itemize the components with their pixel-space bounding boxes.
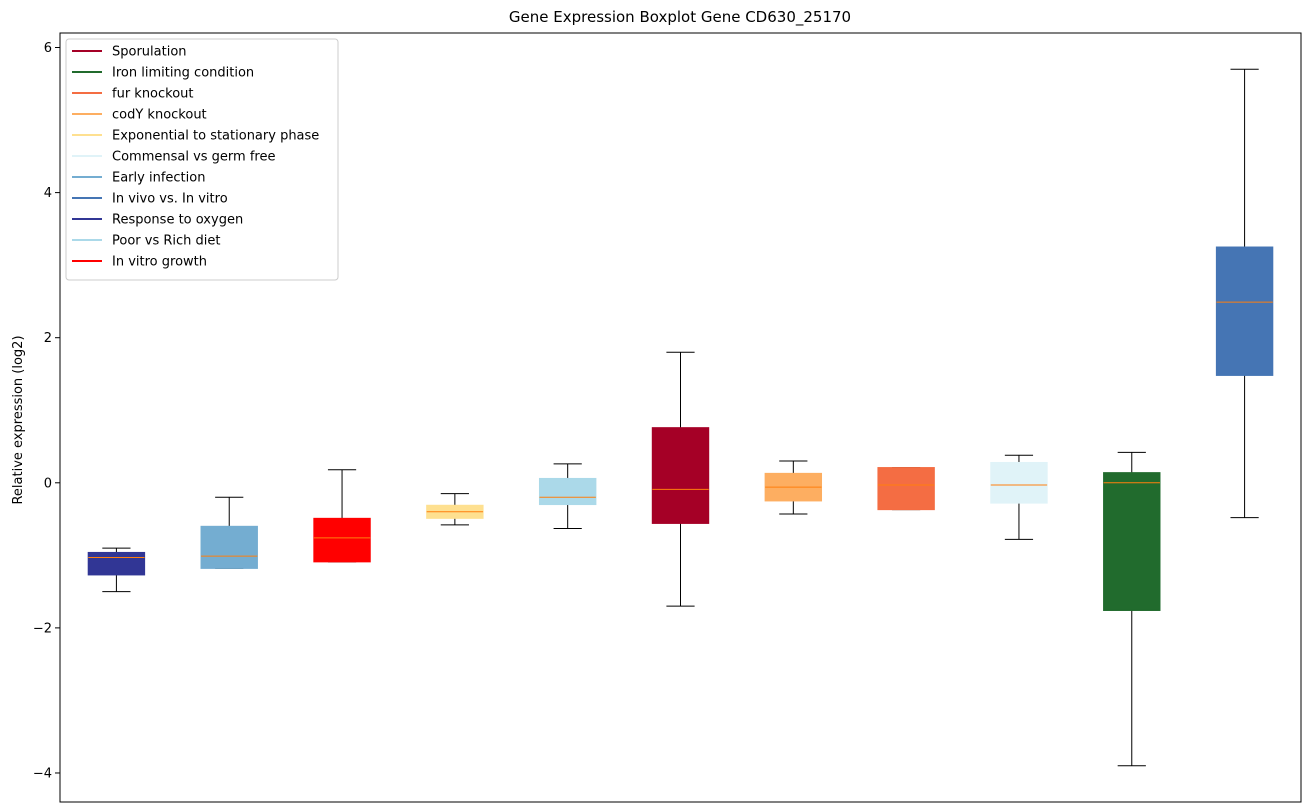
box-iqr	[990, 461, 1048, 504]
box-iqr	[1215, 246, 1274, 376]
legend-label: In vivo vs. In vitro	[112, 192, 228, 207]
box-iqr	[877, 467, 935, 511]
chart-title: Gene Expression Boxplot Gene CD630_25170	[509, 8, 851, 27]
legend-label: Exponential to stationary phase	[112, 129, 319, 144]
legend-label: Sporulation	[112, 45, 187, 60]
box-11	[1215, 68, 1274, 519]
box-2	[200, 496, 258, 569]
box-4	[426, 493, 484, 526]
y-axis: −4 −2 0 2 4 6	[33, 41, 60, 781]
y-tick-label: 6	[44, 41, 52, 56]
box-iqr	[651, 427, 710, 524]
legend-label: Response to oxygen	[112, 213, 243, 228]
y-tick-label: 0	[44, 476, 52, 491]
box-6	[651, 351, 710, 607]
box-1	[87, 547, 146, 593]
box-3	[313, 469, 371, 563]
legend-label: In vitro growth	[112, 255, 207, 270]
box-7	[764, 460, 823, 515]
legend-label: Commensal vs germ free	[112, 150, 275, 165]
y-tick-label: 4	[44, 186, 52, 201]
y-tick-label: −4	[33, 766, 52, 781]
legend-label: Iron limiting condition	[112, 66, 254, 81]
legend-label: fur knockout	[112, 87, 194, 102]
box-10	[1103, 451, 1161, 767]
boxes-layer	[87, 68, 1274, 767]
box-iqr	[313, 517, 371, 563]
box-iqr	[200, 525, 258, 569]
box-iqr	[87, 551, 146, 576]
y-tick-label: −2	[33, 621, 52, 636]
legend-label: Poor vs Rich diet	[112, 234, 220, 249]
legend-label: Early infection	[112, 171, 205, 186]
legend-label: codY knockout	[112, 108, 207, 123]
box-5	[538, 463, 597, 529]
legend: Sporulation Iron limiting condition fur kn…	[65, 38, 339, 281]
box-iqr	[538, 477, 597, 506]
y-tick-label: 2	[44, 331, 52, 346]
box-8	[877, 467, 935, 511]
box-9	[990, 454, 1048, 540]
y-axis-label: Relative expression (log2)	[11, 335, 26, 504]
box-iqr	[1103, 472, 1161, 611]
legend-box	[65, 38, 339, 281]
plot-area-frame	[59, 32, 1302, 803]
